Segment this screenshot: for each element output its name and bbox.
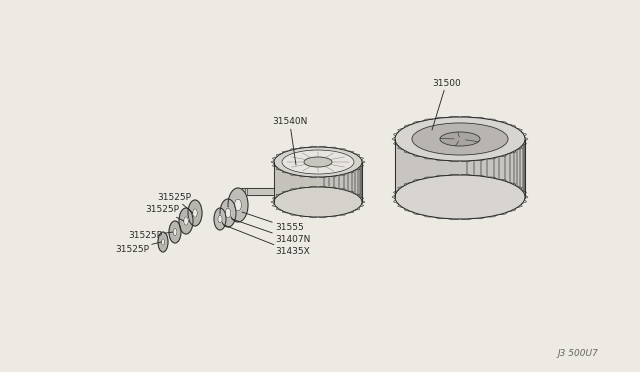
Ellipse shape [225, 208, 231, 218]
Ellipse shape [173, 228, 177, 235]
Polygon shape [235, 187, 274, 195]
Ellipse shape [304, 157, 332, 167]
Text: 31525P: 31525P [115, 242, 161, 253]
Ellipse shape [161, 239, 164, 245]
Ellipse shape [220, 199, 236, 227]
Ellipse shape [274, 147, 362, 177]
Polygon shape [395, 139, 525, 197]
Text: 31525P: 31525P [157, 192, 193, 213]
Text: 31500: 31500 [432, 78, 461, 130]
Ellipse shape [169, 221, 181, 243]
Text: 31435X: 31435X [224, 225, 310, 257]
Ellipse shape [158, 232, 168, 252]
Text: J3 500U7: J3 500U7 [557, 349, 598, 358]
Ellipse shape [440, 132, 480, 146]
Ellipse shape [234, 199, 241, 211]
Ellipse shape [395, 117, 525, 161]
Ellipse shape [214, 208, 226, 230]
Text: 31407N: 31407N [232, 219, 310, 244]
Ellipse shape [193, 209, 197, 217]
Ellipse shape [179, 208, 193, 234]
Ellipse shape [184, 217, 188, 225]
Ellipse shape [282, 150, 354, 174]
Text: 31525P: 31525P [145, 205, 184, 221]
Ellipse shape [412, 123, 508, 155]
Ellipse shape [218, 215, 222, 223]
Text: 31525P: 31525P [128, 231, 173, 241]
Polygon shape [274, 162, 362, 202]
Ellipse shape [395, 175, 525, 219]
Ellipse shape [188, 200, 202, 226]
Ellipse shape [228, 188, 248, 222]
Ellipse shape [274, 187, 362, 217]
Text: 31555: 31555 [242, 212, 304, 232]
Ellipse shape [234, 189, 236, 193]
Text: 31540N: 31540N [272, 118, 307, 165]
